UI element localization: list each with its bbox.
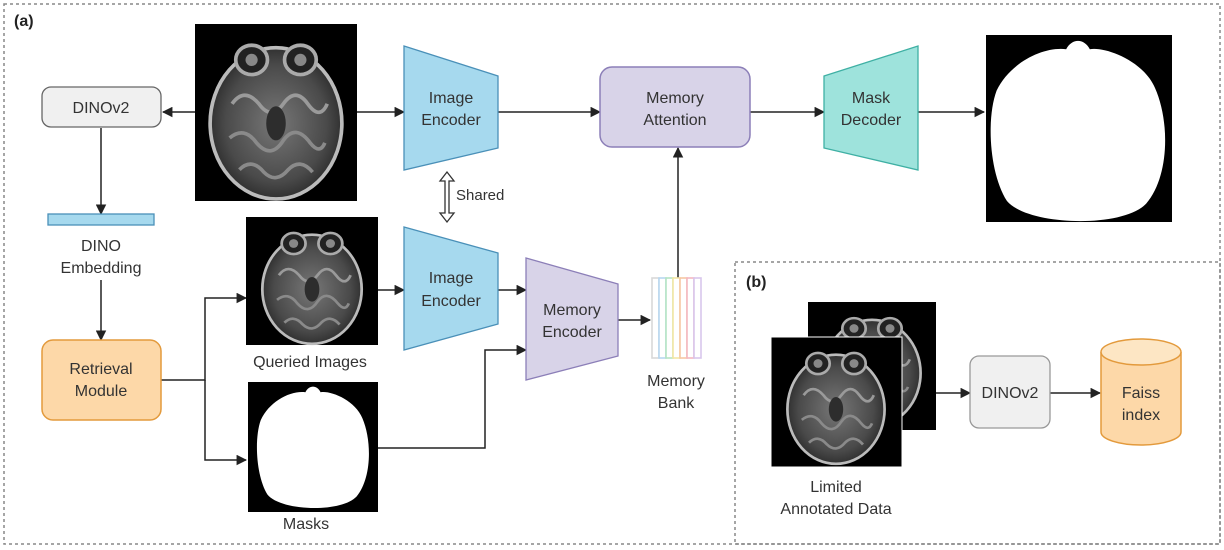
memory-bank-slot xyxy=(658,277,667,359)
image-encoder-bottom-line1: Image xyxy=(429,270,474,287)
faiss-index-cylinder xyxy=(1100,338,1182,446)
dino-embedding-bar xyxy=(47,213,155,226)
mask-decoder-line2: Decoder xyxy=(841,112,902,129)
panel-a-frame xyxy=(3,3,1221,545)
memory-attention-line2: Attention xyxy=(643,112,706,129)
memory-bank-slot xyxy=(686,277,695,359)
memory-bank-slot xyxy=(651,277,660,359)
memory-bank xyxy=(651,277,702,359)
panel-b-label: (b) xyxy=(746,274,766,291)
dinov2-box-a xyxy=(41,86,162,128)
limited-annotated-line2: Annotated Data xyxy=(780,501,891,518)
faiss-label-line2: index xyxy=(1122,407,1160,424)
memory-bank-slot xyxy=(693,277,702,359)
memory-bank-line1: Memory xyxy=(647,373,705,390)
memory-attention-box xyxy=(599,66,751,148)
dinov2-box-b xyxy=(969,355,1051,429)
queried-images-label: Queried Images xyxy=(253,354,367,371)
shared-label: Shared xyxy=(456,187,504,204)
faiss-label-line1: Faiss xyxy=(1122,385,1160,402)
dino-embedding-label-line2: Embedding xyxy=(61,260,142,277)
image-encoder-bottom-line2: Encoder xyxy=(421,293,481,310)
memory-bank-line2: Bank xyxy=(658,395,695,412)
limited-annotated-line1: Limited xyxy=(810,479,862,496)
dinov2-label-b: DINOv2 xyxy=(982,385,1039,402)
arrow-retrieval-to-masks xyxy=(204,380,248,466)
mask-decoder-line1: Mask xyxy=(852,90,891,107)
masks-label: Masks xyxy=(283,516,329,533)
memory-encoder xyxy=(525,257,619,381)
panel-a-label: (a) xyxy=(14,13,34,30)
retrieval-label-line1: Retrieval xyxy=(69,361,132,378)
image-encoder-top xyxy=(403,45,499,171)
input-mri-image xyxy=(195,24,357,201)
mask-image xyxy=(248,382,378,512)
arrow-retrieval-to-queried xyxy=(161,292,248,381)
memory-encoder-line1: Memory xyxy=(543,302,601,319)
memory-bank-slot xyxy=(672,277,681,359)
image-encoder-top-line2: Encoder xyxy=(421,112,481,129)
shared-double-arrow xyxy=(438,170,456,224)
output-mask-image xyxy=(986,35,1172,222)
memory-bank-slot xyxy=(665,277,674,359)
retrieval-module-box xyxy=(41,339,162,421)
arrow-masks-to-memory-encoder xyxy=(378,344,528,449)
retrieval-label-line2: Module xyxy=(75,383,128,400)
memory-attention-line1: Memory xyxy=(646,90,704,107)
mask-decoder xyxy=(823,45,919,171)
annotated-image-front xyxy=(770,336,903,468)
queried-image xyxy=(246,217,378,346)
image-encoder-top-line1: Image xyxy=(429,90,474,107)
dinov2-label-a: DINOv2 xyxy=(73,100,130,117)
panel-b-frame xyxy=(734,261,1221,545)
memory-encoder-line2: Encoder xyxy=(542,324,602,341)
image-encoder-bottom xyxy=(403,226,499,351)
dino-embedding-label-line1: DINO xyxy=(81,238,121,255)
memory-bank-slot xyxy=(679,277,688,359)
